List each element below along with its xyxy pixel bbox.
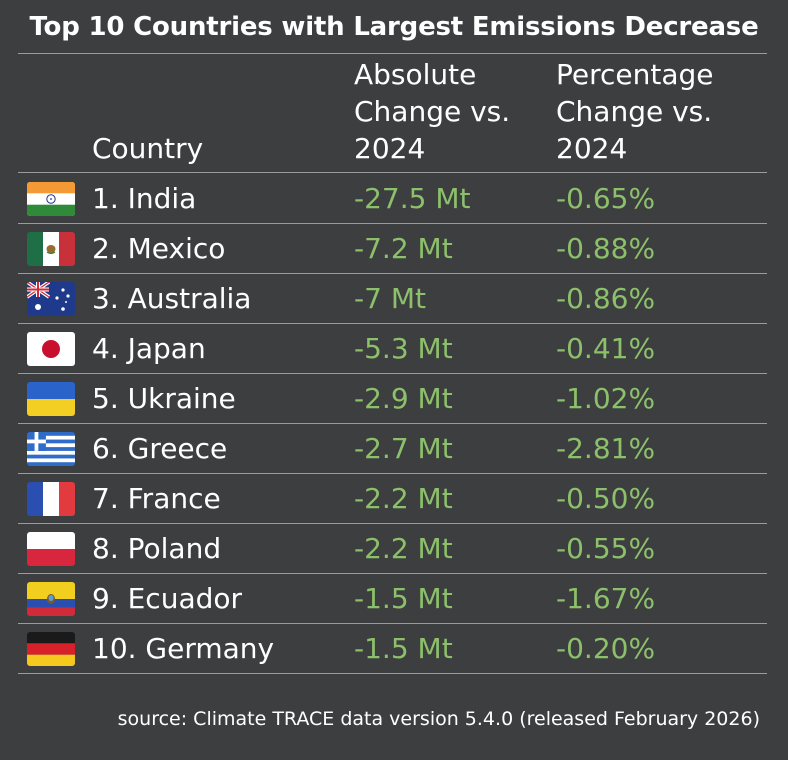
absolute-change-cell: -5.3 Mt bbox=[354, 332, 453, 365]
header-percentage-line: 2024 bbox=[556, 132, 628, 165]
table-row: 9. Ecuador -1.5 Mt -1.67% bbox=[18, 574, 767, 624]
country-cell: 5. Ukraine bbox=[92, 382, 236, 415]
percentage-change-cell: -0.41% bbox=[556, 332, 656, 365]
country-cell: 8. Poland bbox=[92, 532, 222, 565]
country-cell: 9. Ecuador bbox=[92, 582, 243, 615]
absolute-change-cell: -2.7 Mt bbox=[354, 432, 453, 465]
row-divider bbox=[18, 223, 767, 224]
percentage-change-cell: -2.81% bbox=[556, 432, 656, 465]
absolute-change-cell: -2.9 Mt bbox=[354, 382, 453, 415]
germany-flag-icon bbox=[27, 632, 75, 666]
table-row: 8. Poland -2.2 Mt -0.55% bbox=[18, 524, 767, 574]
header-absolute-line: Absolute bbox=[354, 58, 477, 91]
row-divider bbox=[18, 373, 767, 374]
absolute-change-cell: -2.2 Mt bbox=[354, 482, 453, 515]
table-row: 10. Germany -1.5 Mt -0.20% bbox=[18, 624, 767, 674]
country-cell: 2. Mexico bbox=[92, 232, 226, 265]
percentage-change-cell: -0.86% bbox=[556, 282, 656, 315]
percentage-change-cell: -0.65% bbox=[556, 182, 656, 215]
percentage-change-cell: -1.02% bbox=[556, 382, 656, 415]
mexico-flag-icon bbox=[27, 232, 75, 266]
percentage-change-cell: -0.50% bbox=[556, 482, 656, 515]
header-absolute-line: Change vs. bbox=[354, 95, 511, 128]
percentage-change-cell: -0.88% bbox=[556, 232, 656, 265]
row-divider bbox=[18, 423, 767, 424]
row-divider bbox=[18, 323, 767, 324]
absolute-change-cell: -2.2 Mt bbox=[354, 532, 453, 565]
row-divider bbox=[18, 473, 767, 474]
australia-flag-icon bbox=[27, 282, 75, 316]
source-note: source: Climate TRACE data version 5.4.0… bbox=[117, 708, 760, 730]
row-divider bbox=[18, 623, 767, 624]
ecuador-flag-icon bbox=[27, 582, 75, 616]
chart-title: Top 10 Countries with Largest Emissions … bbox=[29, 12, 759, 42]
japan-flag-icon bbox=[27, 332, 75, 366]
header-absolute-line: 2024 bbox=[354, 132, 426, 165]
country-cell: 7. France bbox=[92, 482, 221, 515]
country-cell: 3. Australia bbox=[92, 282, 252, 315]
absolute-change-cell: -7.2 Mt bbox=[354, 232, 453, 265]
table-row: 6. Greece -2.7 Mt -2.81% bbox=[18, 424, 767, 474]
ukraine-flag-icon bbox=[27, 382, 75, 416]
header-top-rule bbox=[18, 53, 767, 54]
header-percentage-line: Percentage bbox=[556, 58, 714, 91]
percentage-change-cell: -0.55% bbox=[556, 532, 656, 565]
table-row: 2. Mexico -7.2 Mt -0.88% bbox=[18, 224, 767, 274]
header-absolute-change: Absolute Change vs. 2024 bbox=[354, 56, 510, 167]
country-cell: 6. Greece bbox=[92, 432, 228, 465]
row-divider bbox=[18, 273, 767, 274]
country-cell: 1. India bbox=[92, 182, 197, 215]
table-row: 4. Japan -5.3 Mt -0.41% bbox=[18, 324, 767, 374]
percentage-change-cell: -1.67% bbox=[556, 582, 656, 615]
percentage-change-cell: -0.20% bbox=[556, 632, 656, 665]
absolute-change-cell: -1.5 Mt bbox=[354, 582, 453, 615]
greece-flag-icon bbox=[27, 432, 75, 466]
header-percentage-line: Change vs. bbox=[556, 95, 713, 128]
absolute-change-cell: -7 Mt bbox=[354, 282, 426, 315]
row-divider bbox=[18, 573, 767, 574]
france-flag-icon bbox=[27, 482, 75, 516]
india-flag-icon bbox=[27, 182, 75, 216]
table-row: 1. India -27.5 Mt -0.65% bbox=[18, 174, 767, 224]
row-divider bbox=[18, 523, 767, 524]
header-country: Country bbox=[92, 132, 204, 165]
row-divider bbox=[18, 673, 767, 674]
poland-flag-icon bbox=[27, 532, 75, 566]
header-bottom-rule bbox=[18, 172, 767, 173]
absolute-change-cell: -1.5 Mt bbox=[354, 632, 453, 665]
absolute-change-cell: -27.5 Mt bbox=[354, 182, 471, 215]
country-cell: 10. Germany bbox=[92, 632, 275, 665]
table-row: 3. Australia -7 Mt -0.86% bbox=[18, 274, 767, 324]
header-percentage-change: Percentage Change vs. 2024 bbox=[556, 56, 714, 167]
table-row: 7. France -2.2 Mt -0.50% bbox=[18, 474, 767, 524]
table-row: 5. Ukraine -2.9 Mt -1.02% bbox=[18, 374, 767, 424]
country-cell: 4. Japan bbox=[92, 332, 206, 365]
